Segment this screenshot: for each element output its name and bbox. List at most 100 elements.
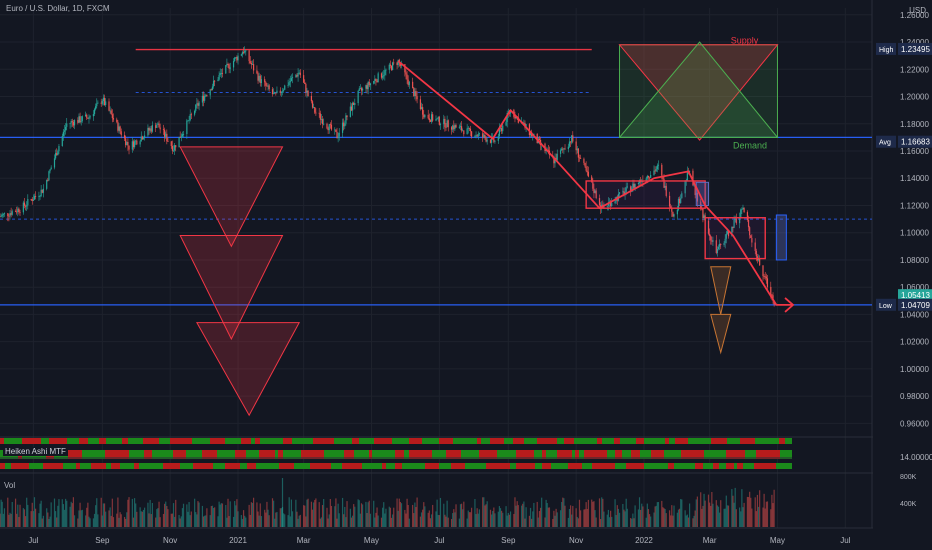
volume-bar xyxy=(655,505,657,527)
volume-bar xyxy=(567,517,569,527)
heiken-ashi-segment xyxy=(726,463,734,469)
volume-bar xyxy=(328,514,330,527)
candle xyxy=(190,114,192,116)
candle xyxy=(299,72,301,76)
candle xyxy=(678,198,681,204)
candle xyxy=(385,69,387,71)
volume-bar xyxy=(704,500,706,527)
candle xyxy=(654,170,656,172)
candle xyxy=(111,114,113,119)
price-marker-box xyxy=(898,135,932,148)
candle xyxy=(92,114,95,117)
candle xyxy=(297,73,299,77)
volume-label[interactable]: Vol xyxy=(4,481,16,490)
volume-bar xyxy=(327,518,329,527)
volume-bar xyxy=(608,517,611,527)
volume-bar xyxy=(508,514,511,527)
candle xyxy=(618,192,621,194)
heiken-ashi-segment xyxy=(453,438,477,444)
candle xyxy=(287,85,289,86)
volume-bar xyxy=(19,504,21,527)
volume-bar xyxy=(576,516,578,527)
candle xyxy=(151,125,153,132)
candle xyxy=(572,135,574,142)
candle xyxy=(19,212,21,213)
volume-bar xyxy=(507,512,509,527)
volume-bar xyxy=(366,513,368,527)
volume-bar xyxy=(710,505,712,527)
candle xyxy=(450,127,453,130)
volume-bar xyxy=(229,501,231,527)
volume-bar xyxy=(382,507,384,527)
volume-bar xyxy=(365,501,367,527)
candle xyxy=(79,116,81,123)
volume-bar xyxy=(680,499,682,527)
candle xyxy=(668,195,671,207)
heiken-ashi-segment xyxy=(631,450,640,459)
volume-bar xyxy=(424,506,426,527)
heiken-ashi-segment xyxy=(251,438,255,444)
volume-bar xyxy=(383,502,385,527)
candle xyxy=(437,116,439,119)
candle xyxy=(584,162,586,167)
volume-bar xyxy=(80,510,82,527)
volume-bar xyxy=(430,514,433,527)
candle xyxy=(186,120,188,135)
heiken-ashi-segment xyxy=(695,463,703,469)
heiken-ashi-segment xyxy=(780,450,792,459)
candle xyxy=(455,125,457,128)
heiken-ashi-segment xyxy=(122,438,128,444)
volume-bar xyxy=(492,510,494,527)
projection-box xyxy=(695,181,710,206)
heiken-ashi-segment xyxy=(754,463,776,469)
candle xyxy=(393,62,395,64)
candle xyxy=(611,203,613,207)
demand-triangle xyxy=(618,41,779,138)
heiken-ashi-label[interactable]: Heiken Ashi MTF xyxy=(3,447,68,456)
candle xyxy=(346,115,348,118)
volume-bar xyxy=(88,516,90,527)
candle xyxy=(93,109,96,115)
volume-axis-label: 400K xyxy=(900,501,917,508)
heiken-ashi-segment xyxy=(292,438,313,444)
candle xyxy=(445,127,447,128)
candle xyxy=(119,126,121,132)
candle xyxy=(290,78,293,82)
candle xyxy=(211,86,214,91)
volume-bar xyxy=(702,505,704,527)
candle xyxy=(553,157,555,164)
volume-bar xyxy=(764,508,766,527)
candle xyxy=(766,278,769,287)
volume-bar xyxy=(646,503,648,527)
volume-bar xyxy=(522,503,524,527)
volume-bar xyxy=(454,512,456,527)
heiken-ashi-segment xyxy=(755,438,779,444)
candle xyxy=(388,64,390,70)
volume-bar xyxy=(390,517,393,527)
volume-bar xyxy=(220,503,222,527)
candle xyxy=(634,184,636,188)
volume-bar xyxy=(283,513,285,527)
candle xyxy=(0,216,1,218)
candle xyxy=(719,243,721,247)
volume-bar xyxy=(31,502,33,527)
volume-bar xyxy=(315,498,317,527)
volume-bar xyxy=(482,497,484,527)
volume-bar xyxy=(252,497,255,527)
candle xyxy=(72,122,75,126)
volume-bar xyxy=(334,506,336,527)
volume-bar xyxy=(630,518,632,527)
candle xyxy=(486,139,488,142)
heiken-ashi-segment xyxy=(737,463,743,469)
candle xyxy=(428,118,430,121)
candle xyxy=(328,124,330,131)
volume-bar xyxy=(89,518,91,527)
volume-bar xyxy=(16,513,18,527)
price-tick-label: 1.18000 xyxy=(900,120,929,129)
time-tick-label: Jul xyxy=(28,536,38,545)
candle xyxy=(633,183,635,188)
candle xyxy=(49,169,51,172)
volume-bar xyxy=(268,515,270,527)
heiken-ashi-segment xyxy=(79,438,88,444)
